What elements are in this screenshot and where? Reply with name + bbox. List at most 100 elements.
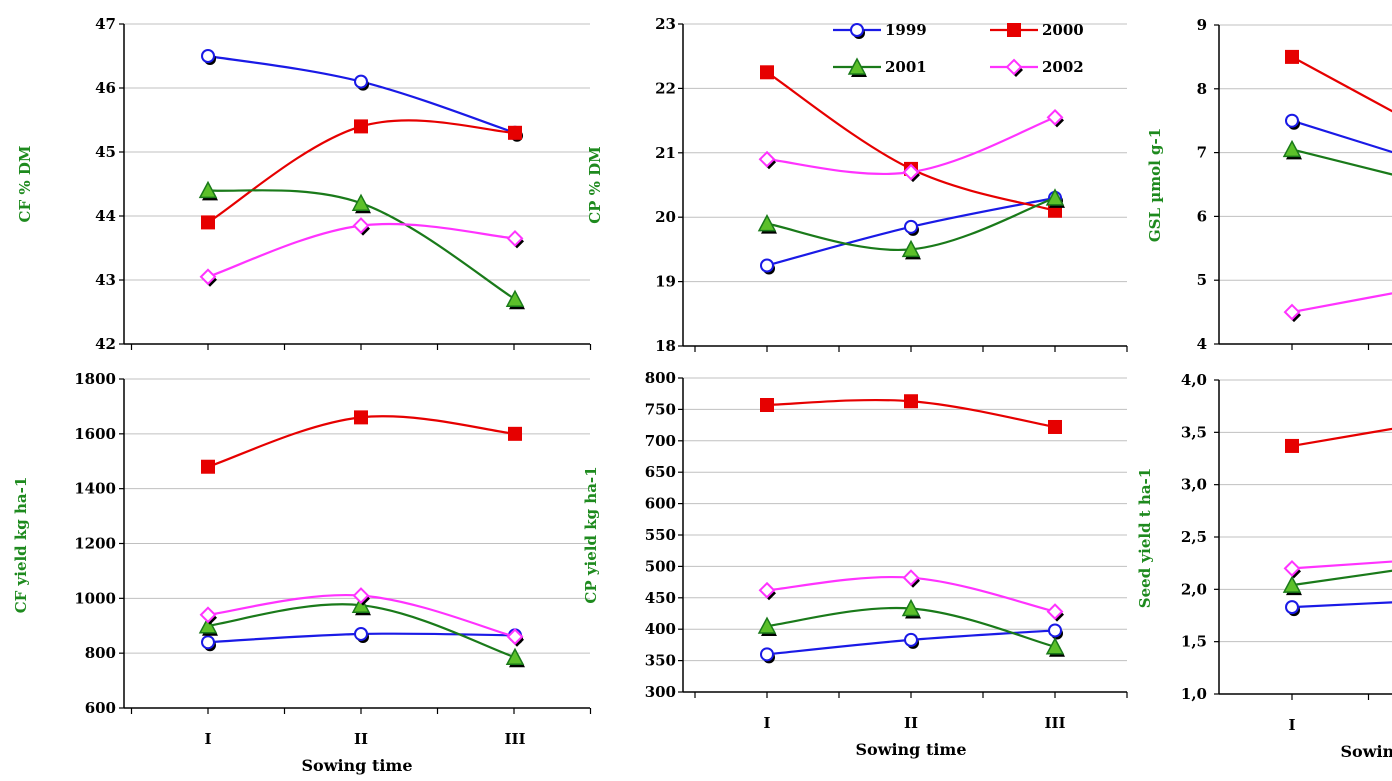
data-point-2000	[508, 426, 522, 441]
x-tick-label: II	[354, 730, 368, 748]
legend-entry-1999: 1999	[833, 21, 927, 39]
y-tick-label: 4	[1197, 335, 1207, 353]
series-line-1999	[1291, 601, 1392, 609]
data-point-2000	[1048, 419, 1062, 434]
y-tick-label: 350	[645, 652, 676, 670]
legend-marker	[1007, 23, 1021, 37]
data-point-2000	[201, 459, 215, 474]
x-axis-title: Sowing time	[301, 756, 412, 775]
series-line-1999	[1291, 119, 1392, 154]
data-point-2002	[758, 581, 776, 599]
data-point-2000	[508, 125, 522, 140]
legend-marker	[1005, 58, 1023, 76]
series-line-2000	[1291, 55, 1392, 113]
y-tick-label: 6	[1197, 207, 1207, 225]
data-point-2001	[351, 595, 371, 613]
data-point-1999	[354, 626, 368, 641]
y-tick-label: 450	[645, 589, 676, 607]
data-point-2001	[198, 180, 218, 199]
x-tick-label: II	[904, 714, 918, 732]
data-point-2002	[506, 628, 524, 646]
chart-panel-2: 18 19 20 21 22 23 CP % DM	[586, 15, 1128, 355]
y-tick-label: 4,0	[1181, 371, 1207, 389]
series-line-2000	[766, 71, 1056, 212]
y-tick-label: 1600	[74, 425, 116, 443]
chart-panel-6: 1,0 1,5 2,0 2,5 3,0 3,5 4,0 I Sowing time Seed yi…	[1136, 371, 1392, 761]
legend-marker	[847, 57, 867, 75]
data-point-2002	[506, 229, 524, 247]
data-point-2001	[901, 239, 921, 258]
chart-panel-3: 4 5 6 7 8 9 GSL µmol g-1	[1146, 16, 1392, 353]
data-point-2000	[354, 410, 368, 425]
data-point-1999	[760, 258, 774, 273]
series-line-2001	[1291, 148, 1392, 176]
series-group	[198, 49, 525, 310]
data-point-2000	[1285, 438, 1299, 453]
y-tick-label: 5	[1197, 271, 1207, 289]
data-point-2000	[760, 65, 774, 80]
data-point-1999	[904, 632, 918, 647]
y-axis-title: CP % DM	[586, 146, 604, 224]
data-point-1999	[904, 219, 918, 234]
x-axis-title: Sowing time	[1340, 742, 1392, 761]
x-tick-label: III	[504, 730, 525, 748]
data-point-2002	[199, 268, 217, 286]
y-tick-label: 44	[95, 207, 116, 225]
series-line-2000	[1291, 427, 1392, 448]
y-tick-label: 700	[645, 432, 676, 450]
legend-label: 2002	[1042, 58, 1084, 76]
y-tick-label: 45	[95, 143, 116, 161]
data-point-1999	[760, 647, 774, 662]
legend-marker	[850, 23, 864, 37]
legend-label: 1999	[885, 21, 927, 39]
x-tick-label: I	[1288, 716, 1295, 734]
y-tick-label: 43	[95, 271, 116, 289]
data-point-2001	[1045, 637, 1065, 655]
x-axis-title: Sowing time	[855, 740, 966, 759]
y-axis-title: Seed yield t ha-1	[1136, 468, 1154, 608]
data-point-2000	[1285, 49, 1299, 64]
y-tick-label: 800	[645, 369, 676, 387]
legend-entry-2000: 2000	[990, 21, 1084, 39]
y-tick-label: 1400	[74, 480, 116, 498]
data-point-2002	[902, 163, 920, 181]
data-point-2000	[904, 394, 918, 409]
y-tick-label: 18	[655, 337, 676, 355]
data-point-1999	[354, 74, 368, 89]
y-axis-title: CF yield kg ha-1	[12, 477, 30, 614]
y-tick-label: 9	[1197, 16, 1207, 34]
y-tick-label: 19	[655, 273, 676, 291]
series-group	[1282, 427, 1392, 617]
y-axis-title: CP yield kg ha-1	[582, 466, 600, 603]
y-tick-label: 8	[1197, 80, 1207, 98]
y-axis-title: CF % DM	[16, 146, 34, 223]
y-tick-label: 1800	[74, 370, 116, 388]
y-tick-label: 1,5	[1181, 633, 1207, 651]
y-tick-label: 7	[1197, 144, 1207, 162]
series-group	[1282, 49, 1392, 323]
data-point-2000	[760, 398, 774, 413]
legend-entry-2002: 2002	[990, 58, 1084, 77]
x-tick-label: III	[1044, 714, 1065, 732]
y-axis-title: GSL µmol g-1	[1146, 128, 1164, 242]
data-point-2001	[901, 598, 921, 617]
data-point-2002	[902, 569, 920, 587]
data-point-2001	[757, 616, 777, 634]
y-tick-label: 600	[645, 495, 676, 513]
y-tick-label: 1,0	[1181, 685, 1207, 703]
legend: 1999 2000 2001 2002	[833, 21, 1084, 77]
data-point-2000	[354, 119, 368, 134]
x-tick-label: I	[204, 730, 211, 748]
data-point-2002	[199, 606, 217, 624]
data-point-2002	[1046, 108, 1064, 126]
y-tick-label: 800	[85, 644, 116, 662]
data-point-2001	[1282, 139, 1302, 158]
y-tick-label: 650	[645, 463, 676, 481]
y-tick-label: 750	[645, 400, 676, 418]
series-line-2001	[1291, 569, 1392, 587]
data-point-1999	[201, 635, 215, 650]
series-line-2002	[1291, 292, 1392, 314]
y-tick-label: 22	[655, 79, 676, 97]
